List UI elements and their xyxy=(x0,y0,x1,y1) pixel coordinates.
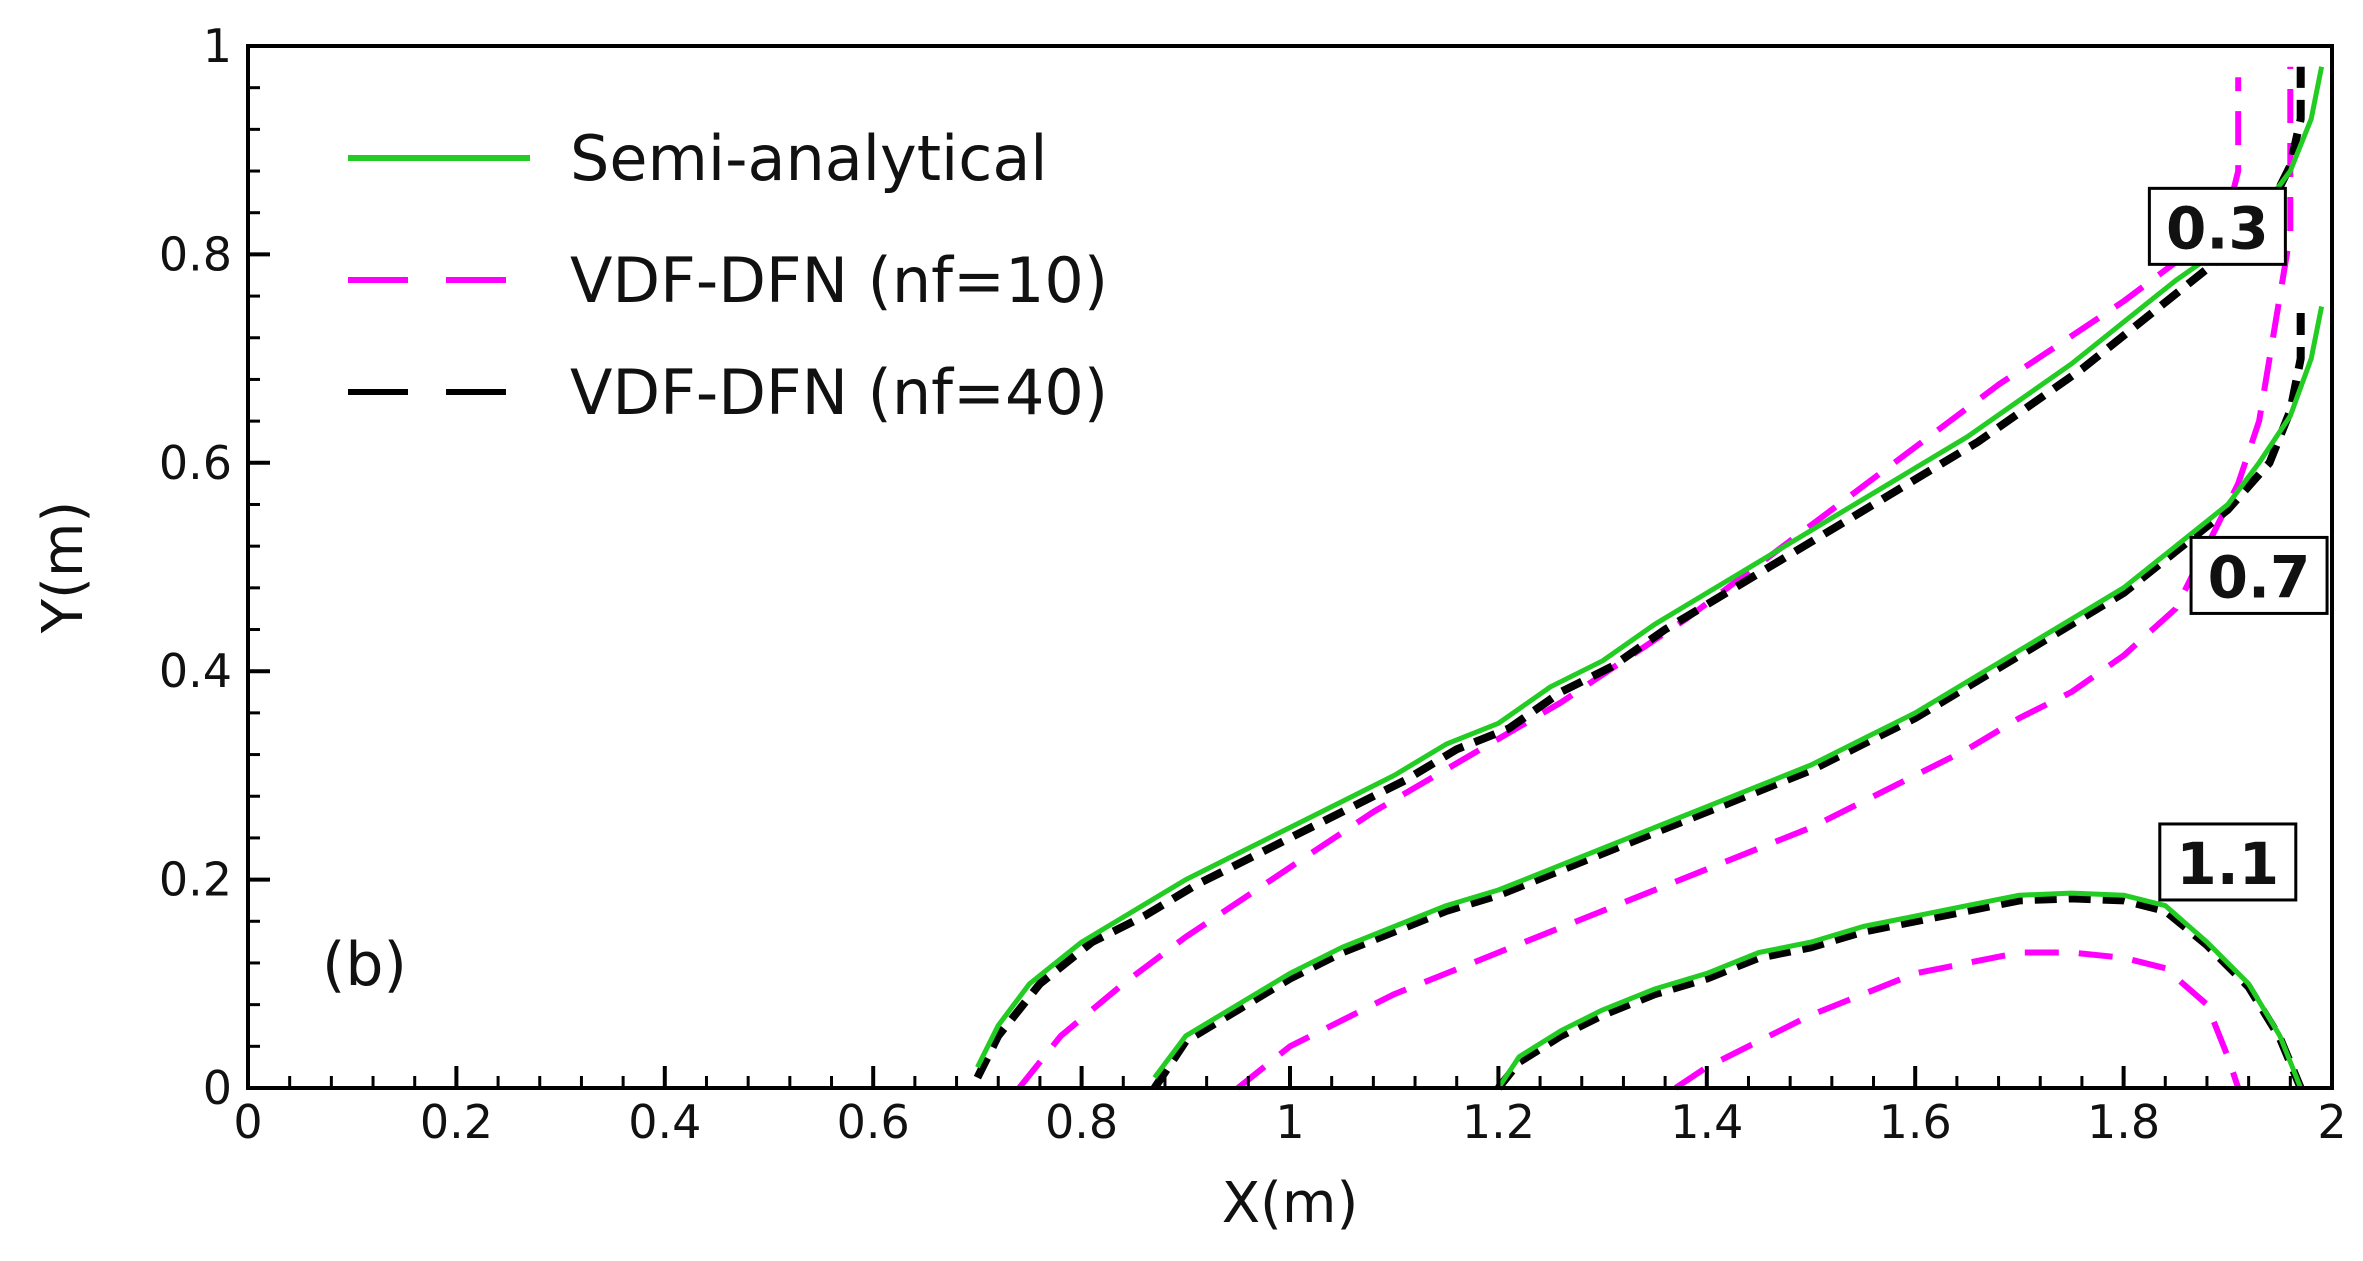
x-tick-label: 1.8 xyxy=(2087,1095,2160,1149)
y-tick-label: 0.4 xyxy=(159,644,232,698)
series-line-semi-analytical-t0-3 xyxy=(975,66,2325,1069)
x-tick-label: 0.8 xyxy=(1045,1095,1118,1149)
curve-label-1-1: 1.1 xyxy=(2158,822,2298,902)
x-tick-label: 2 xyxy=(2317,1095,2346,1149)
y-axis-title: Y(m) xyxy=(31,501,96,634)
legend-item-semi-analytical: Semi-analytical xyxy=(348,122,1048,195)
legend-label: Semi-analytical xyxy=(570,122,1048,195)
series-line-semi-analytical-t1-1 xyxy=(1496,890,2304,1090)
legend-label: VDF-DFN (nf=10) xyxy=(570,244,1108,317)
curve-label-box xyxy=(2158,822,2298,902)
y-tick-label: 0.2 xyxy=(159,853,232,907)
series-line-semi-analytical-t0-7 xyxy=(1152,306,2325,1080)
curve-label-box xyxy=(2147,186,2287,266)
y-tick-label: 0.6 xyxy=(159,436,232,490)
curve-label-0-7: 0.7 xyxy=(2189,535,2329,615)
legend-item-vdf-dfn-nf-40: VDF-DFN (nf=40) xyxy=(348,356,1108,429)
x-tick-label: 0.2 xyxy=(420,1095,493,1149)
series-line-vdf-dfn-nf-40-t0-3 xyxy=(973,66,2305,1080)
y-tick-label: 0.8 xyxy=(159,227,232,281)
curve-label-text: 0.3 xyxy=(2166,194,2269,262)
x-tick-label: 0.4 xyxy=(628,1095,701,1149)
series-line-vdf-dfn-nf-10-t0-7 xyxy=(1236,66,2294,1091)
axes: 0 0.2 0.4 0.6 0.8 1 1.2 1.4 1.6 1.8 2 0 0.2 0.4 0.6 0.8… xyxy=(159,19,2347,1149)
legend-item-vdf-dfn-nf-10: VDF-DFN (nf=10) xyxy=(348,244,1108,317)
panel-label: (b) xyxy=(322,930,407,1000)
x-tick-label: 1.2 xyxy=(1462,1095,1535,1149)
curve-label-text: 0.7 xyxy=(2208,543,2311,611)
curve-label-text: 1.1 xyxy=(2176,830,2279,898)
series-line-vdf-dfn-nf-10-t1-1 xyxy=(1673,949,2242,1091)
curve-label-box xyxy=(2189,535,2329,615)
x-tick-label: 1.6 xyxy=(1879,1095,1952,1149)
x-tick-label: 0.6 xyxy=(837,1095,910,1149)
x-tick-label: 1.4 xyxy=(1670,1095,1743,1149)
legend: Semi-analytical VDF-DFN (nf=10) VDF-DFN (n… xyxy=(348,122,1108,429)
x-axis-title: X(m) xyxy=(1222,1171,1359,1236)
plot-area: 0.3 0.7 1.1 xyxy=(973,66,2329,1091)
series-line-vdf-dfn-nf-40-t0-7 xyxy=(1151,306,2305,1091)
y-tick-label: 0 xyxy=(203,1061,232,1115)
x-tick-label: 1 xyxy=(1275,1095,1304,1149)
x-tick-label: 0 xyxy=(233,1095,262,1149)
series-line-vdf-dfn-nf-10-t0-3 xyxy=(1016,77,2242,1090)
legend-label: VDF-DFN (nf=40) xyxy=(570,356,1108,429)
y-tick-label: 1 xyxy=(203,19,232,73)
curve-label-0-3: 0.3 xyxy=(2147,186,2287,266)
